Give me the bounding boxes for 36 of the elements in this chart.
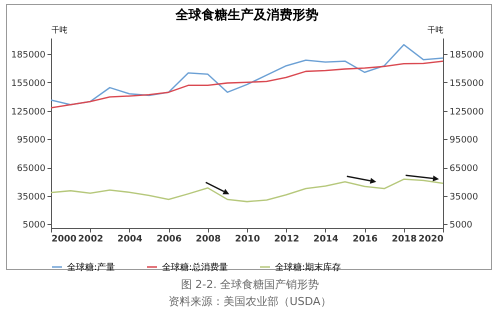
- y2-tick-label: 155000: [450, 78, 484, 89]
- y2-tick-label: 185000: [450, 50, 484, 61]
- line-series: [50, 60, 444, 108]
- y-tick-label: 35000: [16, 192, 46, 202]
- x-tick-label: 2012: [274, 234, 300, 244]
- legend-label: 全球糖:期末库存: [275, 262, 342, 273]
- legend-label: 全球糖:总消费量: [162, 262, 228, 273]
- chart-title: 全球食糖生产及消费形势: [174, 7, 318, 23]
- y2-tick-label: 65000: [450, 164, 478, 174]
- y2-tick-label: 35000: [450, 192, 478, 202]
- x-tick-label: 2016: [352, 234, 378, 244]
- line-series: [50, 44, 444, 106]
- line-series: [50, 178, 444, 202]
- y-axis-title: 千吨: [52, 26, 68, 34]
- x-tick-label: 2000: [52, 234, 77, 244]
- legend-label: 全球糖:产量: [67, 262, 116, 273]
- x-tick-label: 2002: [78, 234, 104, 244]
- caption: 图 2-2. 全球食糖国产销形势: [180, 277, 320, 293]
- y-tick-label: 185000: [11, 50, 46, 61]
- x-tick-label: 2006: [156, 234, 182, 244]
- y-tick-label: 95000: [16, 136, 46, 146]
- x-tick-label: 2020: [418, 234, 444, 244]
- text: 资料来源：美国农业部（USDA）: [168, 294, 332, 310]
- x-tick-label: 2014: [313, 234, 338, 244]
- x-tick-label: 2004: [117, 234, 142, 244]
- y2-axis-title: 千吨: [428, 26, 444, 34]
- y-tick-label: 155000: [11, 78, 46, 89]
- y-tick-label: 65000: [16, 164, 46, 174]
- x-tick-label: 2008: [196, 234, 221, 244]
- x-tick-label: 2010: [234, 234, 260, 244]
- x-tick-label: 2018: [392, 234, 417, 244]
- y-tick-label: 5000: [22, 220, 46, 231]
- y2-tick-label: 125000: [450, 107, 484, 118]
- y2-tick-label: 5000: [450, 220, 473, 231]
- y-tick-label: 125000: [11, 107, 46, 118]
- y2-tick-label: 95000: [450, 136, 478, 146]
